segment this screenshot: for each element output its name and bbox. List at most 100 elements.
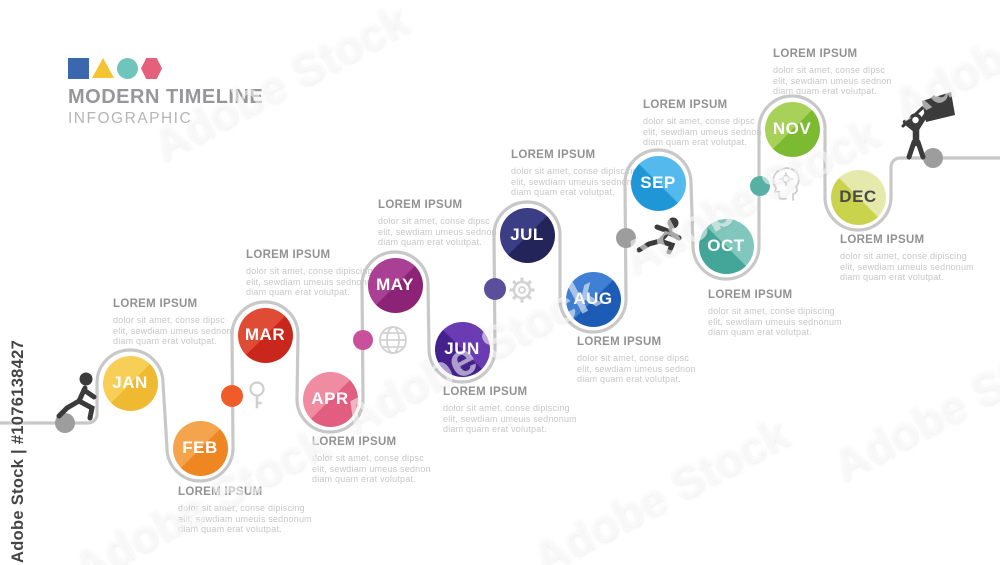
lorem-line: elit, sewdiam umeuis sednonum bbox=[511, 176, 645, 187]
flag-person-right-leg bbox=[915, 139, 926, 160]
head-idea-icon bbox=[772, 167, 800, 201]
month-label-oct: OCT bbox=[707, 236, 745, 255]
globe-icon bbox=[379, 326, 407, 354]
main-title: MODERN TIMELINE bbox=[68, 86, 264, 108]
lorem-line: diam quam erat volutpat. bbox=[840, 272, 944, 282]
lorem-line: dolor sit amet, conse dipsc bbox=[378, 216, 490, 226]
dots-layer bbox=[55, 148, 943, 433]
walking-person-icon bbox=[56, 372, 97, 421]
lorem-line: elit, sewdiam umeus sednon bbox=[113, 325, 232, 336]
stock-id-watermark: Adobe Stock | #1076138427 bbox=[9, 339, 27, 563]
month-circle-sep: SEP bbox=[630, 155, 686, 211]
lorem-block-may: LOREM IPSUM dolor sit amet, conse dipsc el… bbox=[378, 199, 538, 248]
title-shapes bbox=[68, 58, 263, 79]
month-label-may: MAY bbox=[376, 275, 414, 294]
lorem-line: elit, sewdiam umeus sednon bbox=[378, 226, 497, 237]
lorem-line: dolor sit amet, conse dipsc bbox=[577, 353, 689, 363]
flag-person-left-leg bbox=[906, 139, 917, 160]
lorem-heading: LOREM IPSUM bbox=[312, 436, 397, 448]
month-circle-oct: OCT bbox=[698, 218, 754, 274]
running-person-back-arm bbox=[654, 224, 671, 234]
apr-may-dot bbox=[353, 330, 373, 350]
month-circle-apr: APR bbox=[302, 371, 358, 427]
lorem-line: dolor sit amet, conse dipiscing bbox=[178, 503, 305, 513]
month-label-mar: MAR bbox=[244, 325, 286, 344]
month-label-apr: APR bbox=[311, 389, 349, 408]
walking-person-front-leg bbox=[76, 398, 95, 421]
feb-mar-dot bbox=[221, 385, 243, 407]
month-circle-nov: NOV bbox=[764, 101, 820, 157]
walking-person-arm bbox=[81, 387, 97, 400]
lorem-heading: LOREM IPSUM bbox=[511, 149, 596, 161]
lorem-heading: LOREM IPSUM bbox=[246, 249, 331, 261]
title-shape-square-icon bbox=[68, 58, 89, 79]
month-label-dec: DEC bbox=[839, 187, 877, 206]
lorem-line: elit, sewdiam umeus sednon bbox=[643, 126, 762, 137]
month-circle-jun: JUN bbox=[434, 321, 490, 377]
lorem-block-jan: LOREM IPSUM dolor sit amet, conse dipsc el… bbox=[113, 298, 273, 347]
month-circle-aug: AUG bbox=[565, 271, 621, 327]
month-label-nov: NOV bbox=[772, 119, 812, 138]
month-circle-jan: JAN bbox=[102, 355, 158, 411]
lorem-line: dolor sit amet, conse dipiscing bbox=[840, 251, 967, 261]
lorem-line: elit, sewdiam umeuis sednonum bbox=[178, 513, 312, 524]
lorem-line: diam quam erat volutpat. bbox=[643, 137, 747, 147]
flag-person-icon bbox=[901, 92, 955, 160]
lorem-block-oct: LOREM IPSUM dolor sit amet, conse dipisci… bbox=[708, 289, 868, 338]
lorem-line: dolor sit amet, conse dipsc bbox=[643, 116, 755, 126]
month-label-jan: JAN bbox=[112, 373, 148, 392]
lorem-line: diam quam erat volutpat. bbox=[378, 237, 482, 247]
title-shape-triangle-icon bbox=[92, 58, 114, 78]
jun-jul-dot bbox=[484, 278, 506, 300]
sub-title: INFOGRAPHIC bbox=[68, 110, 193, 127]
running-person-icon bbox=[636, 217, 682, 255]
aug-sep-dot bbox=[616, 228, 636, 248]
lorem-line: elit, sewdiam umeuis sednonum bbox=[840, 261, 974, 272]
lorem-heading: LOREM IPSUM bbox=[708, 289, 793, 301]
lorem-heading: LOREM IPSUM bbox=[113, 298, 198, 310]
lorem-line: diam quam erat volutpat. bbox=[178, 524, 282, 534]
lorem-line: dolor sit amet, conse dipiscing bbox=[246, 266, 373, 276]
lorem-block-nov: LOREM IPSUM dolor sit amet, conse dipsc el… bbox=[773, 48, 933, 97]
lorem-block-sep: LOREM IPSUM dolor sit amet, conse dipsc el… bbox=[643, 99, 803, 148]
running-person-head bbox=[667, 217, 679, 229]
lorem-block-dec: LOREM IPSUM dolor sit amet, conse dipisci… bbox=[840, 234, 1000, 283]
month-circle-dec: DEC bbox=[830, 169, 886, 225]
running-person-back-leg bbox=[636, 238, 663, 253]
month-label-aug: AUG bbox=[573, 289, 613, 308]
lorem-heading: LOREM IPSUM bbox=[378, 199, 463, 211]
lorem-heading: LOREM IPSUM bbox=[773, 48, 858, 60]
lorem-block-jun: LOREM IPSUM dolor sit amet, conse dipisci… bbox=[443, 386, 603, 435]
lorem-line: diam quam erat volutpat. bbox=[708, 327, 812, 337]
lorem-line: elit, sewdiam umeuis sednonum bbox=[708, 316, 842, 327]
lorem-line: diam quam erat volutpat. bbox=[113, 336, 217, 346]
lorem-line: dolor sit amet, conse dipsc bbox=[773, 65, 885, 75]
lorem-line: diam quam erat volutpat. bbox=[246, 287, 350, 297]
flag bbox=[922, 92, 955, 122]
walking-person-back-leg bbox=[56, 398, 82, 419]
lorem-line: dolor sit amet, conse dipsc bbox=[312, 453, 424, 463]
lorem-block-mar: LOREM IPSUM dolor sit amet, conse dipisci… bbox=[246, 249, 406, 298]
title-shape-hexagon-icon bbox=[141, 58, 162, 79]
lorem-heading: LOREM IPSUM bbox=[643, 99, 728, 111]
lorem-line: diam quam erat volutpat. bbox=[577, 374, 681, 384]
lorem-line: dolor sit amet, conse dipiscing bbox=[443, 403, 570, 413]
lorem-block-feb: LOREM IPSUM dolor sit amet, conse dipisci… bbox=[178, 486, 338, 535]
lorem-line: elit, sewdiam umeus sednon bbox=[773, 75, 892, 86]
month-label-feb: FEB bbox=[182, 438, 218, 457]
lorem-heading: LOREM IPSUM bbox=[840, 234, 925, 246]
lorem-heading: LOREM IPSUM bbox=[178, 486, 263, 498]
oct-nov-dot bbox=[750, 176, 770, 196]
key-icon bbox=[249, 381, 265, 409]
lorem-heading: LOREM IPSUM bbox=[577, 336, 662, 348]
gear-icon bbox=[509, 277, 535, 303]
month-circle-jul: JUL bbox=[499, 207, 555, 263]
lorem-block-aug: LOREM IPSUM dolor sit amet, conse dipsc el… bbox=[577, 336, 737, 385]
lorem-line: elit, sewdiam umeus sednon bbox=[312, 463, 431, 474]
month-label-jun: JUN bbox=[444, 339, 480, 358]
title-shape-circle-icon bbox=[117, 58, 138, 79]
lorem-line: dolor sit amet, conse dipiscing bbox=[511, 166, 638, 176]
